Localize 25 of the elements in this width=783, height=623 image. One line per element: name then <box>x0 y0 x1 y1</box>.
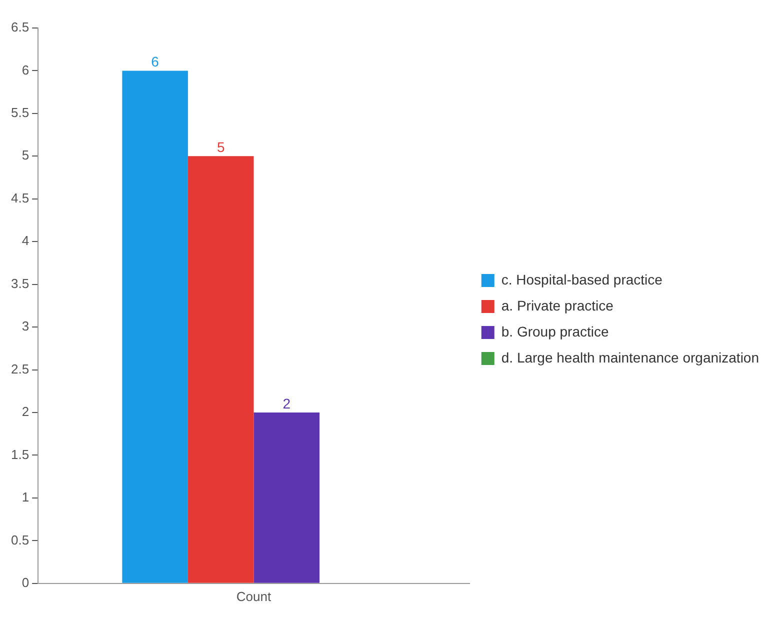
bar <box>122 70 188 583</box>
legend-label: d. Large health maintenance organization <box>501 349 760 366</box>
y-tick-label: 5 <box>22 148 30 163</box>
legend-label: b. Group practice <box>501 323 609 340</box>
legend-label: c. Hospital-based practice <box>501 271 663 288</box>
y-tick-label: 6 <box>22 62 30 78</box>
data-label: 2 <box>282 395 291 412</box>
bar <box>254 412 320 583</box>
legend-label: a. Private practice <box>501 297 614 314</box>
data-label: 5 <box>216 139 225 156</box>
y-tick-label: 0.5 <box>10 532 30 548</box>
data-label: 6 <box>151 54 160 70</box>
y-tick-label: 1.5 <box>10 446 30 462</box>
y-tick-label: 0 <box>22 574 30 590</box>
bar <box>188 156 254 583</box>
y-tick-label: 3.5 <box>10 276 30 291</box>
y-tick-label: 6.5 <box>10 20 30 35</box>
y-tick-label: 4.5 <box>10 190 30 206</box>
y-tick-label: 2 <box>22 404 30 420</box>
y-tick-label: 3 <box>22 318 30 334</box>
y-tick-label: 4 <box>22 233 30 248</box>
x-tick-label: Count <box>236 588 272 604</box>
y-tick-label: 2.5 <box>10 361 30 376</box>
y-tick-label: 5.5 <box>10 105 30 120</box>
y-tick-label: 1 <box>22 490 30 505</box>
